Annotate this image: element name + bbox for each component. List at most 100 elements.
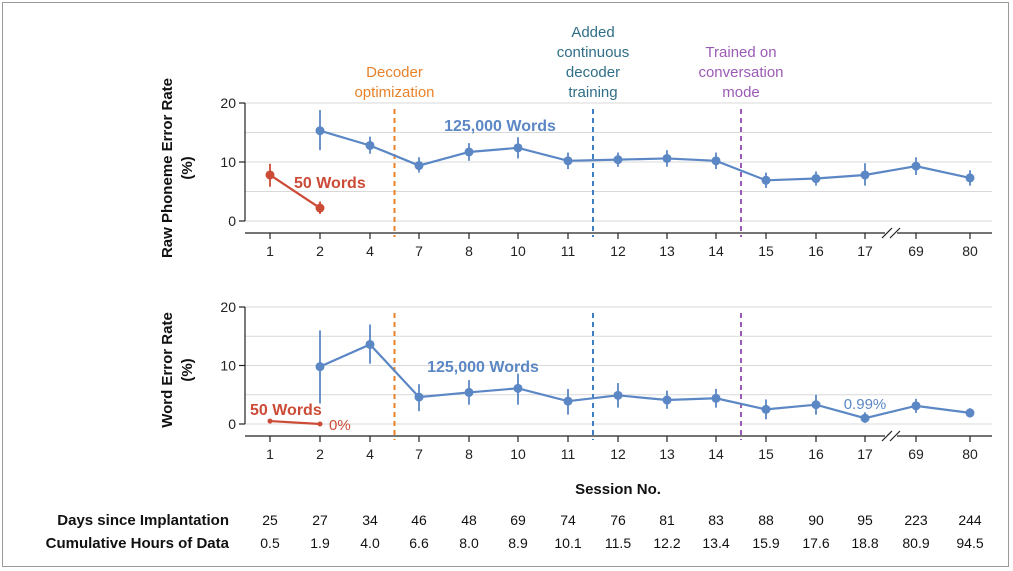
table-cell: 90 bbox=[808, 512, 824, 528]
x-tick-label: 15 bbox=[758, 243, 774, 259]
x-tick-label: 16 bbox=[808, 446, 824, 462]
x-tick-label: 7 bbox=[415, 446, 423, 462]
event-label: optimization bbox=[354, 84, 434, 101]
event-label: Added bbox=[571, 24, 614, 41]
event-label: decoder bbox=[566, 64, 620, 81]
x-tick-label: 12 bbox=[610, 446, 626, 462]
table-cell: 4.0 bbox=[360, 535, 380, 551]
data-point bbox=[662, 395, 672, 405]
event-label: continuous bbox=[557, 44, 630, 61]
table-cell: 10.1 bbox=[554, 535, 581, 551]
series-50-words bbox=[265, 163, 325, 214]
value-annotation: 0.99% bbox=[844, 396, 887, 413]
x-tick-label: 2 bbox=[316, 446, 324, 462]
data-point bbox=[662, 153, 672, 163]
data-point bbox=[965, 173, 975, 183]
x-tick-label: 15 bbox=[758, 446, 774, 462]
table-cell: 74 bbox=[560, 512, 576, 528]
data-point bbox=[464, 147, 474, 157]
y-tick-label: 20 bbox=[220, 299, 236, 315]
data-point bbox=[317, 421, 323, 427]
y-axis-title: Raw Phoneme Error Rate (%) bbox=[159, 78, 196, 258]
data-point bbox=[811, 174, 821, 184]
series-line bbox=[319, 129, 971, 182]
table-cell: 244 bbox=[958, 512, 982, 528]
table-cell: 88 bbox=[758, 512, 774, 528]
x-tick-label: 2 bbox=[316, 243, 324, 259]
table-cell: 27 bbox=[312, 512, 328, 528]
y-tick-label: 0 bbox=[228, 416, 236, 432]
data-point bbox=[365, 140, 375, 150]
data-point bbox=[965, 408, 975, 418]
y-axis-title-line: Word Error Rate bbox=[159, 312, 176, 428]
data-point bbox=[315, 362, 325, 372]
value-annotation: 0% bbox=[329, 417, 351, 434]
table-cell: 15.9 bbox=[752, 535, 779, 551]
event-label: conversation bbox=[698, 64, 783, 81]
table-cell: 17.6 bbox=[802, 535, 829, 551]
series-name-label: 50 Words bbox=[250, 402, 322, 419]
y-axis-title-line: (%) bbox=[179, 156, 196, 179]
y-axis-title-line: (%) bbox=[179, 358, 196, 381]
table-cell: 95 bbox=[857, 512, 873, 528]
data-point bbox=[711, 156, 721, 166]
data-point bbox=[315, 126, 325, 136]
data-point bbox=[911, 401, 921, 411]
data-point bbox=[464, 387, 474, 397]
x-tick-label: 12 bbox=[610, 243, 626, 259]
table-cell: 18.8 bbox=[851, 535, 878, 551]
x-tick-label: 16 bbox=[808, 243, 824, 259]
table-row-label: Cumulative Hours of Data bbox=[46, 535, 230, 552]
x-axis-title: Session No. bbox=[575, 481, 661, 498]
data-point bbox=[711, 393, 721, 403]
x-tick-label: 80 bbox=[962, 446, 978, 462]
table-cell: 69 bbox=[510, 512, 526, 528]
x-tick-label: 17 bbox=[857, 243, 873, 259]
y-tick-label: 20 bbox=[220, 95, 236, 111]
x-tick-label: 13 bbox=[659, 243, 675, 259]
table-cell: 12.2 bbox=[653, 535, 680, 551]
series-line bbox=[319, 343, 971, 420]
event-label: Trained on bbox=[705, 44, 776, 61]
y-tick-label: 0 bbox=[228, 213, 236, 229]
table-row-label: Days since Implantation bbox=[57, 512, 229, 529]
data-point bbox=[613, 390, 623, 400]
series-line bbox=[269, 419, 321, 426]
y-tick-label: 10 bbox=[220, 154, 236, 170]
session-info-table: Days since Implantation 25 27 34 46 48 69 74 76 8… bbox=[46, 512, 984, 552]
x-tick-label: 10 bbox=[510, 243, 526, 259]
table-cell: 25 bbox=[262, 512, 278, 528]
table-cell: 76 bbox=[610, 512, 626, 528]
table-cell: 94.5 bbox=[956, 535, 983, 551]
table-cell: 1.9 bbox=[310, 535, 330, 551]
data-point bbox=[563, 156, 573, 166]
series-line bbox=[269, 174, 321, 209]
x-tick-label: 13 bbox=[659, 446, 675, 462]
event-label: mode bbox=[722, 84, 760, 101]
data-point bbox=[365, 339, 375, 349]
table-cell: 6.6 bbox=[409, 535, 429, 551]
table-cell: 48 bbox=[461, 512, 477, 528]
data-point bbox=[513, 143, 523, 153]
series-name-label: 125,000 Words bbox=[444, 118, 556, 135]
table-cell: 0.5 bbox=[260, 535, 280, 551]
series-name-label: 125,000 Words bbox=[427, 359, 539, 376]
x-tick-label: 4 bbox=[366, 243, 374, 259]
table-cell: 11.5 bbox=[605, 535, 631, 551]
x-tick-label: 11 bbox=[561, 446, 576, 462]
x-tick-label: 4 bbox=[366, 446, 374, 462]
data-point bbox=[860, 413, 870, 423]
data-point bbox=[414, 392, 424, 402]
x-tick-label: 17 bbox=[857, 446, 873, 462]
data-point bbox=[513, 383, 523, 393]
series-125000-words: 0.99% bbox=[315, 324, 975, 423]
data-point bbox=[414, 161, 424, 171]
data-point bbox=[563, 396, 573, 406]
x-tick-label: 69 bbox=[908, 243, 924, 259]
table-cell: 8.0 bbox=[459, 535, 479, 551]
x-axis-break-mark bbox=[881, 227, 893, 239]
series-name-label: 50 Words bbox=[294, 175, 366, 192]
